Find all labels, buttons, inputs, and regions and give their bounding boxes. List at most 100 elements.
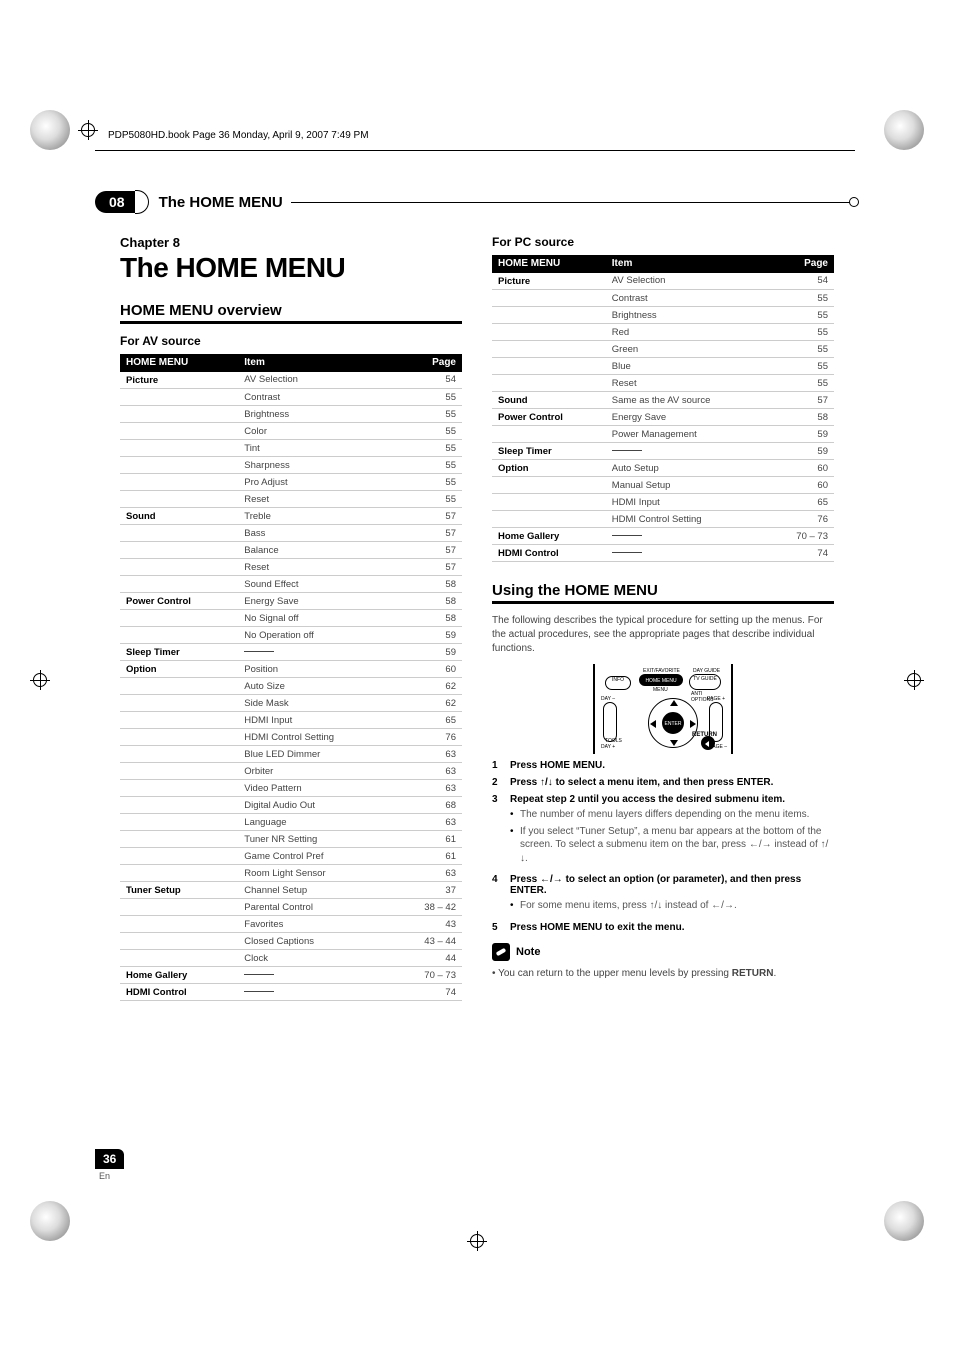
cell-page: 57 xyxy=(395,508,462,525)
table-row: Tuner NR Setting61 xyxy=(120,831,462,848)
cell-page: 57 xyxy=(769,392,834,409)
th-item: Item xyxy=(238,354,394,372)
cell-item: Game Control Pref xyxy=(238,848,394,865)
cell-page: 63 xyxy=(395,865,462,882)
book-header-line: PDP5080HD.book Page 36 Monday, April 9, … xyxy=(108,130,369,141)
av-source-table: HOME MENU Item Page PictureAV Selection5… xyxy=(120,354,462,1001)
table-row: PictureAV Selection54 xyxy=(120,372,462,389)
cell-menu: HDMI Control xyxy=(120,984,238,1001)
header-rule xyxy=(95,150,855,151)
cell-menu xyxy=(120,695,238,712)
step-number: 5 xyxy=(492,922,510,933)
overview-underline xyxy=(120,321,462,324)
table-row: Power ControlEnergy Save58 xyxy=(492,409,834,426)
table-row: Contrast55 xyxy=(120,389,462,406)
table-row: OptionAuto Setup60 xyxy=(492,460,834,477)
using-description: The following describes the typical proc… xyxy=(492,614,834,656)
cell-menu xyxy=(120,627,238,644)
cell-item: AV Selection xyxy=(238,372,394,389)
cell-item: Blue LED Dimmer xyxy=(238,746,394,763)
step: 5Press HOME MENU to exit the menu. xyxy=(492,922,834,933)
cell-item: Video Pattern xyxy=(238,780,394,797)
step-bullets: The number of menu layers differs depend… xyxy=(510,808,834,865)
cell-page: 76 xyxy=(769,511,834,528)
cell-item: Auto Setup xyxy=(606,460,770,477)
cell-item: Clock xyxy=(238,950,394,967)
cell-menu xyxy=(120,457,238,474)
cell-item: Favorites xyxy=(238,916,394,933)
cell-menu: Sound xyxy=(492,392,606,409)
cell-page: 55 xyxy=(769,290,834,307)
cell-item: Treble xyxy=(238,508,394,525)
cell-page: 54 xyxy=(769,273,834,290)
cell-menu xyxy=(120,865,238,882)
cell-page: 70 – 73 xyxy=(769,528,834,545)
print-corner-br xyxy=(884,1201,924,1241)
page-number: 36 xyxy=(95,1149,124,1169)
table-row: Room Light Sensor63 xyxy=(120,865,462,882)
step-number: 3 xyxy=(492,794,510,868)
table-row: HDMI Control Setting76 xyxy=(492,511,834,528)
step-body: Repeat step 2 until you access the desir… xyxy=(510,794,834,868)
cell-page: 55 xyxy=(769,324,834,341)
cell-page: 38 – 42 xyxy=(395,899,462,916)
cell-menu xyxy=(492,290,606,307)
overview-heading: HOME MENU overview xyxy=(120,302,462,319)
cell-page: 57 xyxy=(395,542,462,559)
cell-item: Red xyxy=(606,324,770,341)
cell-item: Pro Adjust xyxy=(238,474,394,491)
table-row: Brightness55 xyxy=(120,406,462,423)
table-row: PictureAV Selection54 xyxy=(492,273,834,290)
cell-menu xyxy=(492,358,606,375)
cell-page: 55 xyxy=(769,358,834,375)
cell-menu xyxy=(120,814,238,831)
chapter-bar: 08 The HOME MENU xyxy=(95,190,859,214)
cell-menu xyxy=(492,341,606,358)
chapter-bar-endcap xyxy=(849,197,859,207)
cell-page: 65 xyxy=(395,712,462,729)
cell-page: 70 – 73 xyxy=(395,967,462,984)
cell-page: 59 xyxy=(769,443,834,460)
cell-menu xyxy=(120,610,238,627)
cell-page: 63 xyxy=(395,763,462,780)
cell-page: 58 xyxy=(395,593,462,610)
crop-mark-left xyxy=(30,670,50,690)
cell-menu xyxy=(120,406,238,423)
th-page: Page xyxy=(769,255,834,273)
cell-page: 43 xyxy=(395,916,462,933)
step-number: 2 xyxy=(492,777,510,788)
cell-item: Side Mask xyxy=(238,695,394,712)
cell-page: 55 xyxy=(769,307,834,324)
table-row: Reset55 xyxy=(120,491,462,508)
remote-left-rocker xyxy=(603,702,617,742)
cell-menu xyxy=(492,375,606,392)
cell-item: Color xyxy=(238,423,394,440)
cell-menu: Option xyxy=(120,661,238,678)
step-bullet: If you select “Tuner Setup”, a menu bar … xyxy=(510,825,834,866)
cell-item: Manual Setup xyxy=(606,477,770,494)
cell-item xyxy=(606,545,770,562)
step-body: Press ←/→ to select an option (or parame… xyxy=(510,874,834,916)
cell-menu xyxy=(120,950,238,967)
cell-page: 55 xyxy=(769,341,834,358)
table-row: Favorites43 xyxy=(120,916,462,933)
cell-item: Channel Setup xyxy=(238,882,394,899)
cell-menu xyxy=(120,746,238,763)
cell-page: 55 xyxy=(395,406,462,423)
cell-page: 59 xyxy=(395,627,462,644)
cell-menu xyxy=(492,426,606,443)
cell-page: 55 xyxy=(395,474,462,491)
cell-page: 54 xyxy=(395,372,462,389)
cell-item xyxy=(606,528,770,545)
table-row: SoundSame as the AV source57 xyxy=(492,392,834,409)
remote-enter-button: ENTER xyxy=(662,712,684,734)
table-row: Sleep Timer59 xyxy=(492,443,834,460)
step-main-text: Press HOME MENU. xyxy=(510,760,834,771)
step-number: 4 xyxy=(492,874,510,916)
step-main-text: Press ↑/↓ to select a menu item, and the… xyxy=(510,777,834,788)
cell-page: 55 xyxy=(395,440,462,457)
cell-menu: Home Gallery xyxy=(120,967,238,984)
chapter-bar-line xyxy=(291,202,850,203)
remote-tv-guide-button: TV GUIDE xyxy=(689,674,721,690)
cell-menu: Power Control xyxy=(492,409,606,426)
